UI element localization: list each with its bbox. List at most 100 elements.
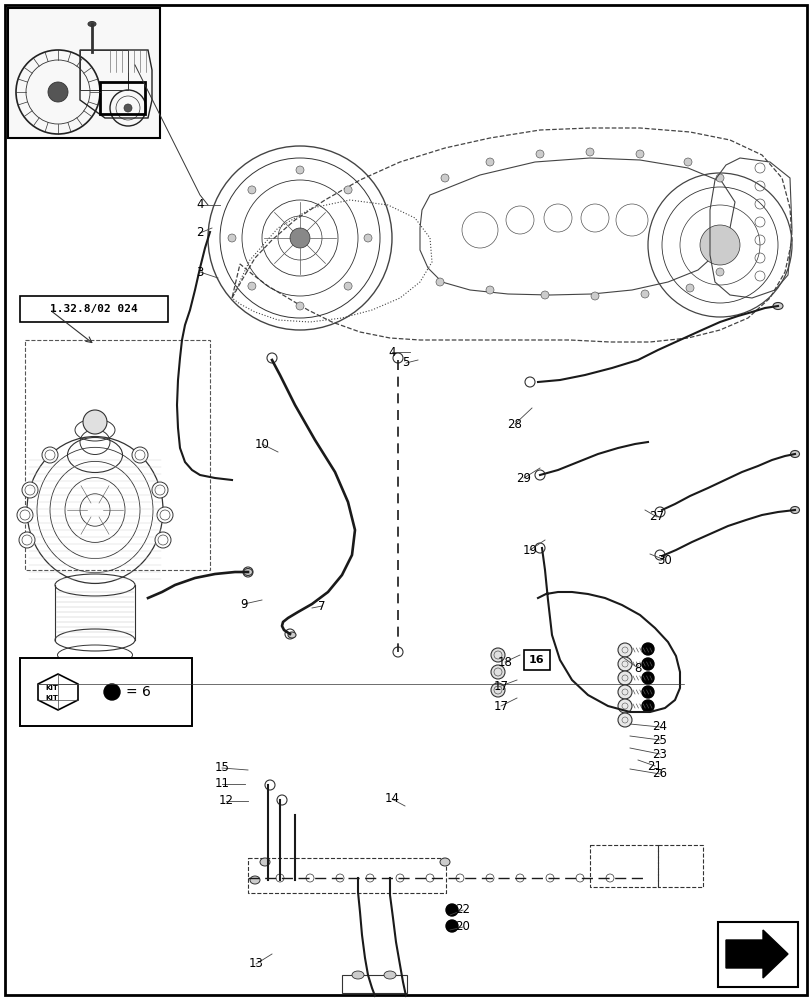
Circle shape xyxy=(545,874,553,882)
Circle shape xyxy=(575,874,583,882)
Circle shape xyxy=(642,658,653,670)
Text: 4: 4 xyxy=(196,198,204,212)
Text: 27: 27 xyxy=(649,510,663,524)
Circle shape xyxy=(605,874,613,882)
Bar xyxy=(20,658,191,726)
Ellipse shape xyxy=(243,568,252,576)
Circle shape xyxy=(617,671,631,685)
Circle shape xyxy=(586,148,594,156)
Ellipse shape xyxy=(772,302,782,310)
Circle shape xyxy=(436,278,444,286)
Circle shape xyxy=(534,543,544,553)
Text: 17: 17 xyxy=(493,680,508,692)
Circle shape xyxy=(617,713,631,727)
Circle shape xyxy=(228,234,236,242)
Text: 14: 14 xyxy=(384,792,399,805)
Bar xyxy=(717,922,797,987)
Ellipse shape xyxy=(790,450,799,458)
Text: 16: 16 xyxy=(529,655,544,665)
Bar xyxy=(341,975,406,993)
Text: 25: 25 xyxy=(652,734,667,746)
Circle shape xyxy=(715,174,723,182)
Circle shape xyxy=(715,268,723,276)
Circle shape xyxy=(491,648,504,662)
Bar xyxy=(20,296,168,322)
Circle shape xyxy=(264,780,275,790)
Bar xyxy=(657,845,702,887)
Text: 20: 20 xyxy=(455,920,470,933)
Circle shape xyxy=(393,353,402,363)
Circle shape xyxy=(654,507,664,517)
Text: 21: 21 xyxy=(646,760,662,772)
Text: 15: 15 xyxy=(214,761,230,774)
Text: 19: 19 xyxy=(521,544,537,556)
Circle shape xyxy=(104,684,120,700)
Ellipse shape xyxy=(250,876,260,884)
Circle shape xyxy=(276,874,284,882)
Text: 3: 3 xyxy=(196,265,204,278)
Circle shape xyxy=(344,186,352,194)
Circle shape xyxy=(247,282,255,290)
Text: 12: 12 xyxy=(218,794,234,807)
Bar xyxy=(100,82,145,114)
Circle shape xyxy=(296,302,303,310)
Circle shape xyxy=(22,482,38,498)
Ellipse shape xyxy=(790,506,799,514)
Circle shape xyxy=(440,174,448,182)
Bar xyxy=(80,50,128,90)
Text: 23: 23 xyxy=(652,748,667,760)
Circle shape xyxy=(83,410,107,434)
Circle shape xyxy=(296,166,303,174)
Circle shape xyxy=(48,82,68,102)
Circle shape xyxy=(445,904,457,916)
Circle shape xyxy=(290,228,310,248)
Text: 2: 2 xyxy=(196,227,204,239)
Circle shape xyxy=(685,284,693,292)
Circle shape xyxy=(535,150,543,158)
Text: 11: 11 xyxy=(214,777,230,790)
Text: = 6: = 6 xyxy=(126,685,151,699)
Ellipse shape xyxy=(260,858,270,866)
Text: 8: 8 xyxy=(633,662,641,674)
Circle shape xyxy=(393,647,402,657)
Ellipse shape xyxy=(288,632,296,638)
Text: 4: 4 xyxy=(388,346,395,359)
Circle shape xyxy=(654,550,664,560)
Circle shape xyxy=(396,874,404,882)
Text: 29: 29 xyxy=(516,472,531,485)
Circle shape xyxy=(152,482,168,498)
Circle shape xyxy=(242,567,253,577)
Bar xyxy=(8,8,160,138)
Circle shape xyxy=(617,643,631,657)
Text: 22: 22 xyxy=(455,903,470,916)
Circle shape xyxy=(277,795,286,805)
Ellipse shape xyxy=(440,858,449,866)
Circle shape xyxy=(486,286,493,294)
Circle shape xyxy=(515,874,523,882)
Bar xyxy=(247,858,445,893)
Circle shape xyxy=(642,700,653,712)
Text: KIT: KIT xyxy=(45,695,58,701)
Circle shape xyxy=(617,699,631,713)
Ellipse shape xyxy=(351,971,363,979)
Circle shape xyxy=(247,186,255,194)
Circle shape xyxy=(456,874,463,882)
Circle shape xyxy=(486,874,493,882)
Circle shape xyxy=(336,874,344,882)
Circle shape xyxy=(363,234,371,242)
Circle shape xyxy=(635,150,643,158)
Ellipse shape xyxy=(384,971,396,979)
Text: 26: 26 xyxy=(652,767,667,780)
Circle shape xyxy=(534,470,544,480)
Circle shape xyxy=(267,353,277,363)
Circle shape xyxy=(124,104,132,112)
Circle shape xyxy=(491,665,504,679)
Circle shape xyxy=(42,447,58,463)
Circle shape xyxy=(699,225,739,265)
Bar xyxy=(25,340,210,570)
Circle shape xyxy=(540,291,548,299)
Circle shape xyxy=(642,686,653,698)
Text: 13: 13 xyxy=(248,957,263,970)
Polygon shape xyxy=(725,930,787,978)
Circle shape xyxy=(642,672,653,684)
